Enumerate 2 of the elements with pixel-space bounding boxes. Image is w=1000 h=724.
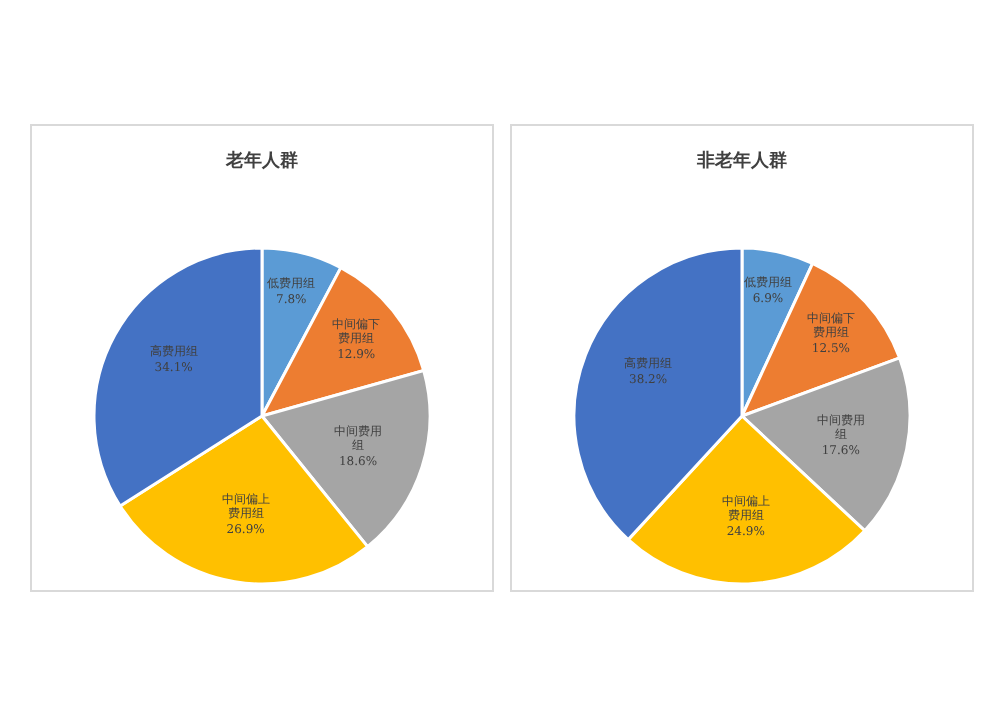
- chart-title: 老年人群: [224, 150, 298, 172]
- chart-title: 非老年人群: [695, 150, 787, 172]
